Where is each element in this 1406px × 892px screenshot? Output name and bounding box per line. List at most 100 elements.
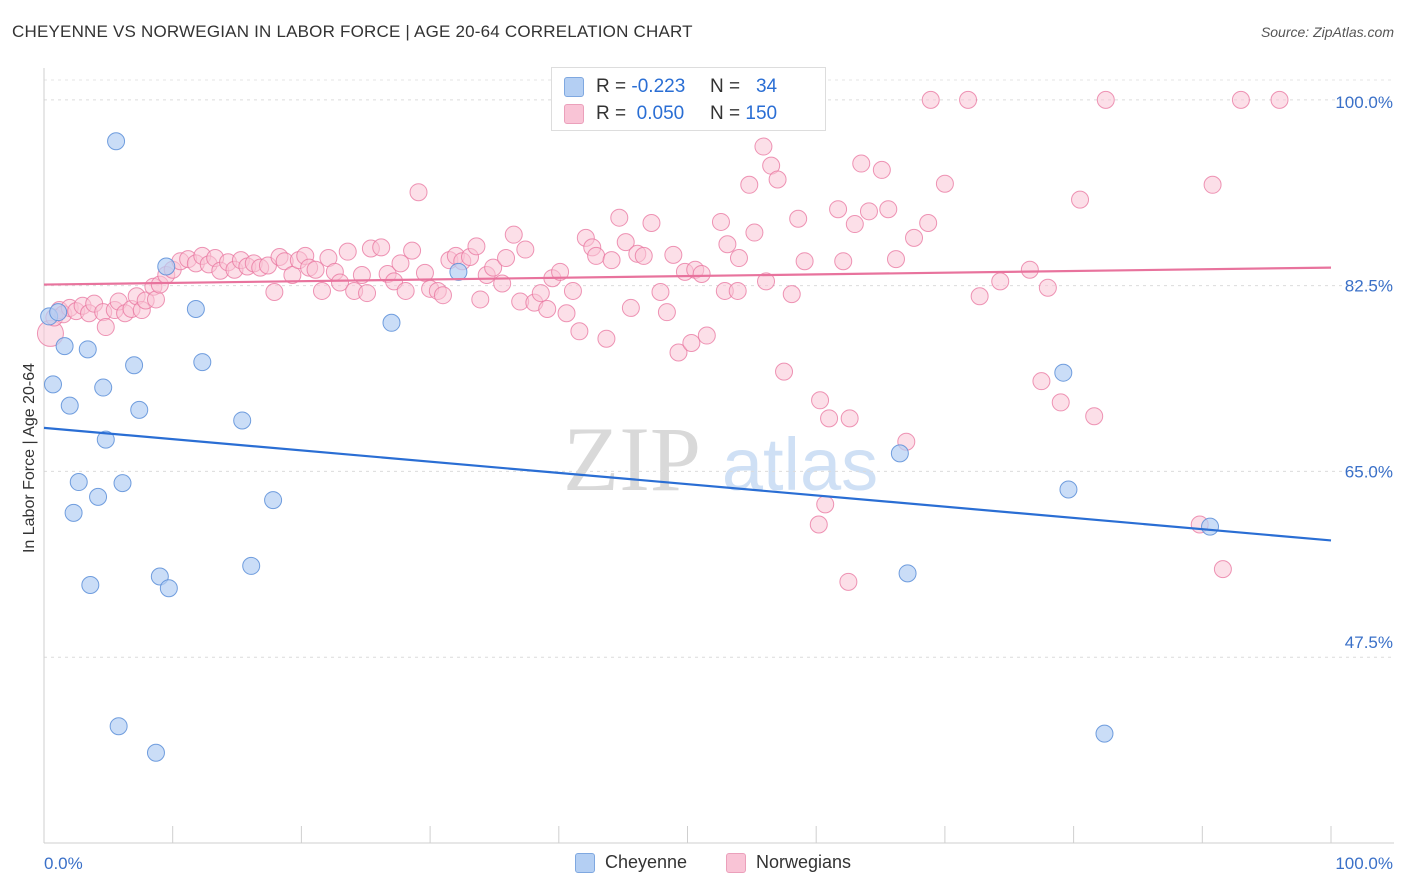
norwegians-point (396, 281, 415, 300)
cheyenne-point (94, 378, 113, 397)
norwegians-point (757, 272, 776, 291)
norwegians-point (1020, 260, 1039, 279)
norwegians-point (484, 258, 503, 277)
cheyenne-point (233, 411, 252, 430)
cheyenne-point (69, 473, 88, 492)
legend-row-norwegians: R = 0.050 N = 150 (564, 102, 777, 126)
bottom-legend: Cheyenne Norwegians (0, 852, 1406, 878)
norwegians-point (682, 333, 701, 352)
norwegians-point (516, 240, 535, 259)
x-tick-label: 100.0% (1335, 854, 1393, 873)
norwegians-point (621, 298, 640, 317)
norwegians-point (921, 90, 940, 109)
norwegians-point (602, 251, 621, 270)
cheyenne-point (125, 356, 144, 375)
norwegians-trend-line (43, 266, 1332, 286)
y-axis-label: In Labor Force | Age 20-64 (21, 363, 38, 553)
cheyenne-n: N = 34 (710, 76, 777, 98)
norwegians-point (563, 281, 582, 300)
norwegians-point (872, 160, 891, 179)
bottom-legend-cheyenne: Cheyenne (575, 852, 687, 873)
axes (43, 68, 1394, 844)
cheyenne-point (157, 257, 176, 276)
norwegians-legend-swatch (726, 852, 746, 873)
norwegians-point (1038, 278, 1057, 297)
cheyenne-legend-swatch (575, 852, 595, 873)
cheyenne-point (109, 717, 128, 736)
norwegians-point (1071, 190, 1090, 209)
norwegians-n: N = 150 (710, 103, 777, 125)
watermark-atlas: atlas (722, 423, 878, 506)
norwegians-point (570, 322, 589, 341)
cheyenne-point (96, 430, 115, 449)
norwegians-point (1203, 175, 1222, 194)
cheyenne-point (1201, 517, 1220, 536)
cheyenne-swatch (564, 77, 584, 97)
norwegians-point (497, 249, 516, 268)
norwegians-r-value: 0.050 (636, 103, 685, 124)
norwegians-point (816, 495, 835, 514)
cheyenne-point (890, 444, 909, 463)
watermark-zip: ZIP (563, 408, 701, 510)
norwegians-point (391, 254, 410, 273)
norwegians-point (959, 90, 978, 109)
norwegians-point (409, 183, 428, 202)
norwegians-point (775, 362, 794, 381)
norwegians-point (283, 266, 302, 285)
cheyenne-n-label: N = (710, 76, 741, 97)
cheyenne-point (44, 375, 63, 394)
x-tick-label: 0.0% (44, 854, 83, 873)
norwegians-point (789, 209, 808, 228)
cheyenne-point (242, 556, 261, 575)
norwegians-point (403, 241, 422, 260)
norwegians-point (1096, 90, 1115, 109)
norwegians-point (433, 286, 452, 305)
norwegians-point (1231, 90, 1250, 109)
chart-title: CHEYENNE VS NORWEGIAN IN LABOR FORCE | A… (12, 22, 693, 41)
norwegians-point (338, 242, 357, 261)
norwegians-point (740, 175, 759, 194)
norwegians-point (358, 284, 377, 303)
cheyenne-point (107, 132, 126, 151)
norwegians-point (415, 263, 434, 282)
norwegians-point (306, 260, 325, 279)
y-tick-label: 65.0% (1345, 462, 1393, 481)
norwegians-point (587, 246, 606, 265)
norwegians-point (782, 285, 801, 304)
norwegians-point (919, 214, 938, 232)
norwegians-swatch (564, 104, 584, 124)
norwegians-point (711, 212, 730, 231)
cheyenne-point (898, 564, 917, 583)
norwegians-point (754, 137, 773, 156)
norwegians-point (809, 515, 828, 534)
norwegians-point (991, 272, 1010, 291)
norwegians-point (935, 174, 954, 193)
norwegians-point (718, 235, 737, 254)
norwegians-point (597, 329, 616, 348)
norwegians-point (728, 281, 747, 300)
source-label: Source: ZipAtlas.com (1260, 24, 1394, 40)
cheyenne-r: R = -0.223 (596, 76, 710, 98)
cheyenne-point (130, 400, 149, 419)
cheyenne-point (382, 313, 401, 332)
norwegians-point (845, 215, 864, 234)
norwegians-point (852, 154, 871, 173)
cheyenne-point (159, 579, 178, 598)
norwegians-point (610, 208, 629, 227)
norwegians-point (768, 170, 787, 189)
norwegians-point (265, 283, 284, 302)
norwegians-points (36, 90, 1289, 591)
norwegians-point (820, 409, 839, 428)
norwegians-r-label: R = (596, 103, 627, 124)
norwegians-point (634, 246, 653, 265)
norwegians-r: R = 0.050 (596, 103, 710, 125)
cheyenne-point (60, 396, 79, 415)
norwegians-point (886, 250, 905, 269)
norwegians-point (616, 233, 635, 252)
norwegians-point (829, 200, 848, 219)
norwegians-point (795, 252, 814, 271)
norwegians-point (96, 318, 115, 337)
norwegians-point (146, 290, 165, 309)
norwegians-point (839, 572, 858, 591)
